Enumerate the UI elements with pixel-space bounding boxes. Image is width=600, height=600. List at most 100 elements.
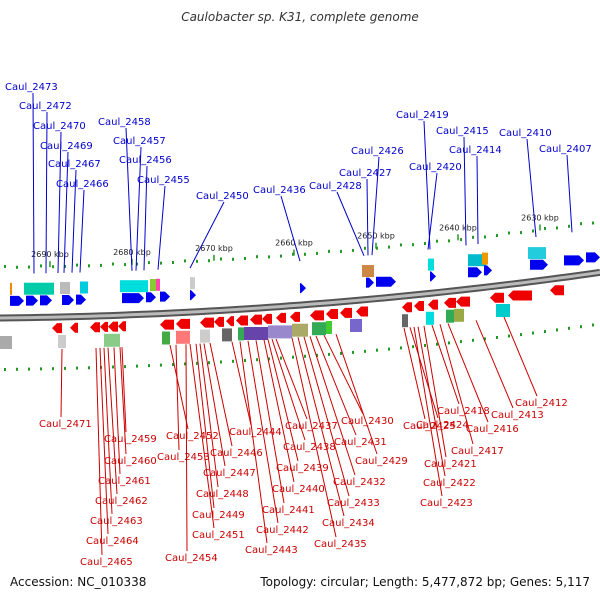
- minus-leader-line: [107, 347, 118, 495]
- minus-gene-label: Caul_2421: [424, 459, 477, 470]
- accession-text: Accession: NC_010338: [10, 575, 147, 589]
- minus-leader-line: [119, 347, 127, 455]
- minus-gene-label: Caul_2440: [272, 484, 325, 495]
- tick-mark: [124, 365, 126, 369]
- minus-gene-arrow: [340, 307, 352, 318]
- tick-mark: [208, 259, 210, 263]
- plus-gene-label: Caul_2426: [351, 146, 404, 157]
- plus-gene-label: Caul_2455: [137, 175, 190, 186]
- tick-mark: [148, 364, 150, 368]
- tick-mark: [400, 346, 402, 350]
- minus-gene-arrow: [262, 313, 272, 324]
- tick-mark: [448, 341, 450, 345]
- gene-arrows: [10, 252, 600, 334]
- minus-leader-line: [175, 344, 180, 451]
- plus-gene-label: Caul_2450: [196, 191, 249, 202]
- kbp-label: 2660 kbp: [275, 239, 313, 248]
- tick-mark: [436, 239, 438, 243]
- tick-mark: [88, 366, 90, 370]
- tick-mark: [40, 367, 42, 371]
- minus-gene-label: Caul_2439: [276, 463, 329, 474]
- minus-gene-arrow: [176, 318, 190, 329]
- minus-gene-label: Caul_2422: [423, 478, 476, 489]
- minus-gene-label: Caul_2442: [256, 525, 309, 536]
- minus-leader-line: [291, 337, 337, 538]
- plus-gene-arrow: [484, 265, 492, 276]
- tick-mark: [484, 235, 486, 239]
- feature-box: [58, 335, 66, 348]
- minus-gene-label: Caul_2452: [166, 431, 219, 442]
- tick-mark: [568, 326, 570, 330]
- plus-leader-line: [71, 169, 77, 273]
- genome-axis: [0, 268, 600, 322]
- plus-gene-label: Caul_2458: [98, 117, 151, 128]
- tick-mark: [364, 246, 366, 250]
- minus-gene-arrow: [108, 321, 118, 332]
- tick-marks: [4, 221, 594, 371]
- tick-mark: [280, 356, 282, 360]
- plus-leader-line: [45, 111, 48, 274]
- tick-mark: [4, 368, 6, 371]
- genome-summary-text: Topology: circular; Length: 5,477,872 bp…: [260, 575, 590, 589]
- minus-leader-line: [413, 326, 443, 497]
- minus-leader-line: [195, 343, 215, 509]
- tick-mark: [244, 257, 246, 260]
- tick-mark: [256, 358, 258, 362]
- plus-gene-arrow: [366, 277, 374, 288]
- tick-mark: [52, 265, 54, 269]
- minus-gene-arrow: [490, 292, 504, 303]
- plus-leader-line: [476, 155, 479, 245]
- feature-box: [268, 325, 292, 339]
- minus-gene-label: Caul_2430: [341, 416, 394, 427]
- minus-gene-arrow: [550, 285, 564, 296]
- tick-mark: [292, 252, 294, 256]
- minus-leader-line: [263, 339, 295, 483]
- tick-mark: [472, 338, 474, 342]
- tick-mark: [376, 348, 378, 352]
- minus-gene-label: Caul_2434: [322, 518, 375, 529]
- tick-mark: [352, 248, 354, 252]
- minus-gene-arrow: [508, 290, 532, 301]
- tick-mark: [496, 234, 498, 237]
- plus-gene-arrow: [62, 294, 74, 305]
- plus-leader-line: [280, 195, 301, 262]
- kbp-label: 2670 kbp: [195, 244, 233, 253]
- tick-mark: [268, 357, 270, 361]
- tick-mark: [52, 367, 54, 371]
- minus-gene-label: Caul_2464: [86, 536, 139, 547]
- minus-gene-label: Caul_2441: [262, 505, 315, 516]
- plus-gene-label: Caul_2469: [40, 141, 93, 152]
- minus-leader-line: [447, 323, 489, 423]
- minus-gene-arrow: [200, 317, 214, 328]
- tick-mark: [208, 361, 210, 365]
- feature-box: [362, 265, 374, 277]
- minus-gene-label: Caul_2413: [491, 410, 544, 421]
- minus-gene-label: Caul_2416: [466, 424, 519, 435]
- feature-box: [454, 308, 464, 322]
- tick-mark: [4, 265, 6, 268]
- plus-gene-label: Caul_2436: [253, 185, 306, 196]
- minus-gene-arrow: [276, 312, 286, 323]
- minus-gene-label: Caul_2429: [355, 456, 408, 467]
- plus-gene-label: Caul_2472: [19, 101, 72, 112]
- tick-mark: [364, 349, 366, 353]
- plus-gene-arrow: [586, 252, 600, 263]
- minus-gene-label: Caul_2454: [165, 553, 218, 564]
- plus-gene-arrow: [122, 293, 144, 304]
- minus-gene-arrow: [250, 314, 262, 325]
- minus-gene-label: Caul_2435: [314, 539, 367, 550]
- tick-mark: [40, 264, 42, 268]
- plus-gene-arrow: [300, 283, 306, 294]
- tick-mark: [532, 229, 534, 233]
- feature-box: [200, 329, 210, 343]
- minus-leader-line: [231, 341, 252, 426]
- feature-box: [176, 330, 190, 344]
- minus-leader-line: [255, 340, 285, 504]
- feature-box: [326, 321, 332, 334]
- tick-mark: [508, 334, 510, 338]
- plus-gene-arrow: [146, 292, 156, 303]
- tick-mark: [448, 239, 450, 243]
- minus-leader-line: [113, 347, 121, 475]
- kbp-labels: 2690 kbp 2680 kbp 2670 kbp 2660 kbp 2650 kbp…: [31, 214, 559, 268]
